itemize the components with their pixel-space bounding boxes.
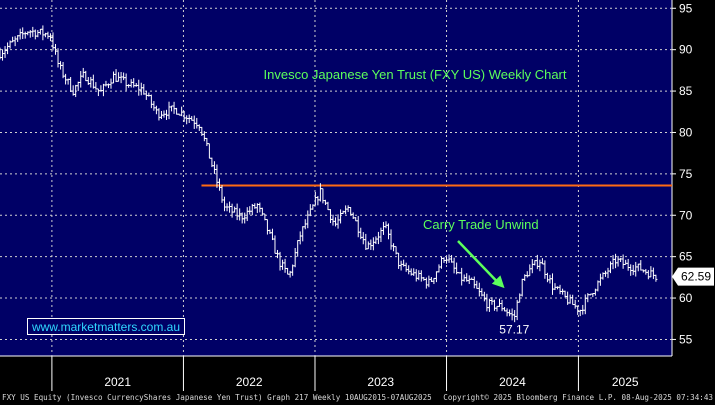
last-price-label: 62.59 [681,270,711,284]
carry-trade-annotation: Carry Trade Unwind [423,217,539,232]
x-tick-label: 2021 [104,375,131,389]
annotation-arrow-shaft [457,240,500,284]
x-tick-label: 2024 [499,375,526,389]
y-axis-ticks: 55 60 65 70 75 80 85 90 95 [672,1,693,346]
y-tick-label: 90 [679,43,693,57]
y-tick-label: 60 [679,291,693,305]
footer-bar: FXY US Equity (Invesco CurrencyShares Ja… [0,391,715,405]
y-tick-label: 55 [679,332,693,346]
x-tick-label: 2023 [367,375,394,389]
y-tick-label: 80 [679,125,693,139]
low-price-label: 57.17 [499,322,529,336]
footer-security-info: FXY US Equity (Invesco CurrencyShares Ja… [2,393,432,402]
y-axis-panel [672,0,715,356]
last-price-marker [672,267,714,286]
y-tick-label: 70 [679,208,693,222]
y-tick-label: 75 [679,167,693,181]
annotation-arrow [457,240,505,289]
x-tick-label: 2022 [236,375,263,389]
plot-background [0,0,672,356]
price-bars [0,25,658,323]
footer-copyright: Copyright© 2025 Bloomberg Finance L.P. 0… [443,393,713,402]
x-axis-panel [0,356,715,391]
x-axis-ticks: 2021 2022 2023 2024 2025 [51,356,639,391]
grid-lines [0,0,672,356]
watermark-link[interactable]: www.marketmatters.com.au [27,318,185,335]
annotation-arrow-head [491,275,505,289]
y-tick-label: 85 [679,84,693,98]
x-tick-label: 2025 [612,375,639,389]
y-tick-label: 65 [679,250,693,264]
chart-title: Invesco Japanese Yen Trust (FXY US) Week… [264,67,567,82]
y-tick-label: 95 [679,1,693,15]
